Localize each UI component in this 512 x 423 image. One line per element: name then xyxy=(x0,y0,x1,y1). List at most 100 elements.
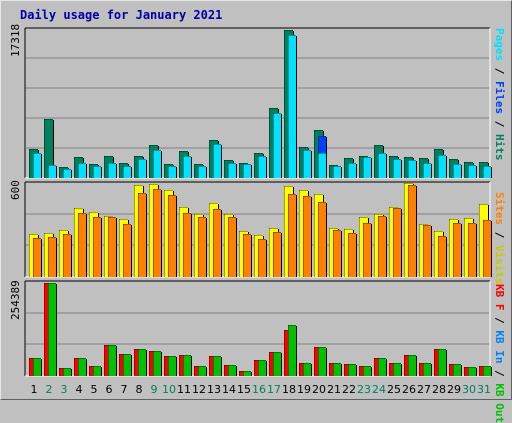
bar-kbout-edge xyxy=(213,356,214,376)
bar-kbout-shadow xyxy=(491,367,492,376)
bar-pages xyxy=(168,166,176,178)
bar-kbf-edge xyxy=(314,347,315,376)
bar-pages-edge xyxy=(423,163,431,164)
bar-sites-shadow xyxy=(431,226,432,277)
bar-kbout-edge xyxy=(318,347,326,348)
bar-pages-shadow xyxy=(266,157,267,178)
bar-pages xyxy=(333,166,341,178)
bar-sites-edge xyxy=(318,202,319,277)
bar-kbout-shadow xyxy=(326,348,327,376)
bar-visits-edge xyxy=(329,228,338,229)
bar-visits-edge xyxy=(119,219,128,220)
bar-kbout-edge xyxy=(348,364,349,376)
bar-pages-shadow xyxy=(431,164,432,178)
bar-pages xyxy=(63,169,71,178)
bar-kbout-edge xyxy=(243,371,244,376)
bar-pages-edge xyxy=(273,113,274,178)
bar-pages-edge xyxy=(153,150,161,151)
bar-sites-edge xyxy=(228,217,236,218)
bar-kbout-edge xyxy=(108,345,109,376)
bar-kbout xyxy=(168,356,176,376)
bar-kbout-edge xyxy=(198,366,206,367)
bar-hits-edge xyxy=(449,159,450,178)
bar-kbout-edge xyxy=(228,365,229,376)
bar-pages-edge xyxy=(378,153,386,154)
bar-kbout-shadow xyxy=(146,350,147,376)
bar-kbout-edge xyxy=(378,358,386,359)
bar-kbout-shadow xyxy=(221,357,222,376)
bar-sites xyxy=(93,217,101,277)
bar-hits-edge xyxy=(29,149,30,178)
bar-kbout-edge xyxy=(408,355,416,356)
bar-visits-edge xyxy=(89,212,90,277)
bar-kbout-edge xyxy=(408,355,409,376)
x-tick-label: 20 xyxy=(312,383,326,396)
bar-kbf-edge xyxy=(134,349,135,376)
bar-sites-edge xyxy=(273,232,274,277)
bar-visits-edge xyxy=(404,183,405,277)
bar-pages-edge xyxy=(243,164,244,178)
bar-pages-edge xyxy=(408,160,416,161)
bar-hits-edge xyxy=(374,145,375,178)
bar-sites xyxy=(468,223,476,277)
x-tick-label: 22 xyxy=(342,383,356,396)
bar-hits-edge xyxy=(479,162,480,178)
bar-kbout xyxy=(348,364,356,376)
bar-pages-edge xyxy=(108,163,116,164)
bar-kbout xyxy=(63,368,71,376)
bar-sites-shadow xyxy=(206,218,207,277)
bar-sites-edge xyxy=(183,213,184,277)
bar-kbf-edge xyxy=(404,355,405,376)
bar-visits-edge xyxy=(44,233,45,277)
bar-kbout-shadow xyxy=(476,368,477,376)
bar-sites-edge xyxy=(93,217,94,277)
bar-sites-shadow xyxy=(266,240,267,277)
bar-sites-edge xyxy=(123,224,124,277)
bar-visits-edge xyxy=(404,183,413,184)
bar-pages xyxy=(408,160,416,178)
bar-sites-edge xyxy=(63,234,64,277)
bar-hits-edge xyxy=(119,163,120,178)
bar-kbf-edge xyxy=(284,330,285,376)
bar-pages-edge xyxy=(423,163,424,178)
bar-kbout-edge xyxy=(423,363,424,376)
bar-pages xyxy=(423,163,431,178)
bar-kbout-edge xyxy=(483,366,484,376)
x-tick-label: 26 xyxy=(402,383,416,396)
bar-pages-edge xyxy=(318,153,319,178)
bar-kbf-edge xyxy=(29,358,30,376)
bar-pages-shadow xyxy=(71,170,72,178)
bar-sites-edge xyxy=(393,208,401,209)
x-tick-label: 11 xyxy=(177,383,191,396)
bar-kbf-edge xyxy=(59,368,60,376)
bar-sites-edge xyxy=(48,237,56,238)
bar-sites-edge xyxy=(408,185,416,186)
bar-sites-edge xyxy=(273,232,281,233)
bar-hits-edge xyxy=(434,149,443,150)
bar-visits-edge xyxy=(269,228,270,277)
bar-sites-edge xyxy=(183,213,191,214)
bar-kbout xyxy=(393,363,401,376)
bar-pages-edge xyxy=(78,163,86,164)
bar-pages xyxy=(288,35,296,178)
bar-pages-edge xyxy=(438,155,446,156)
bar-pages-edge xyxy=(333,166,334,178)
bar-visits-edge xyxy=(224,214,225,277)
bar-sites xyxy=(288,194,296,277)
bar-kbout-shadow xyxy=(101,367,102,376)
bar-hits-edge xyxy=(254,153,263,154)
bar-pages-edge xyxy=(303,150,304,178)
bar-kbout xyxy=(453,364,461,376)
bar-kbout-shadow xyxy=(461,365,462,376)
bar-sites xyxy=(198,217,206,277)
chart-title: Daily usage for January 2021 xyxy=(20,8,223,22)
bar-visits-edge xyxy=(134,185,143,186)
bar-kbout-shadow xyxy=(41,359,42,376)
bar-hits-edge xyxy=(359,156,368,157)
bar-kbout-edge xyxy=(243,371,251,372)
bar-visits-edge xyxy=(224,214,233,215)
bar-kbout-edge xyxy=(348,364,356,365)
bar-sites-edge xyxy=(423,225,424,277)
bar-hits-edge xyxy=(134,156,135,178)
bar-kbout xyxy=(153,351,161,376)
